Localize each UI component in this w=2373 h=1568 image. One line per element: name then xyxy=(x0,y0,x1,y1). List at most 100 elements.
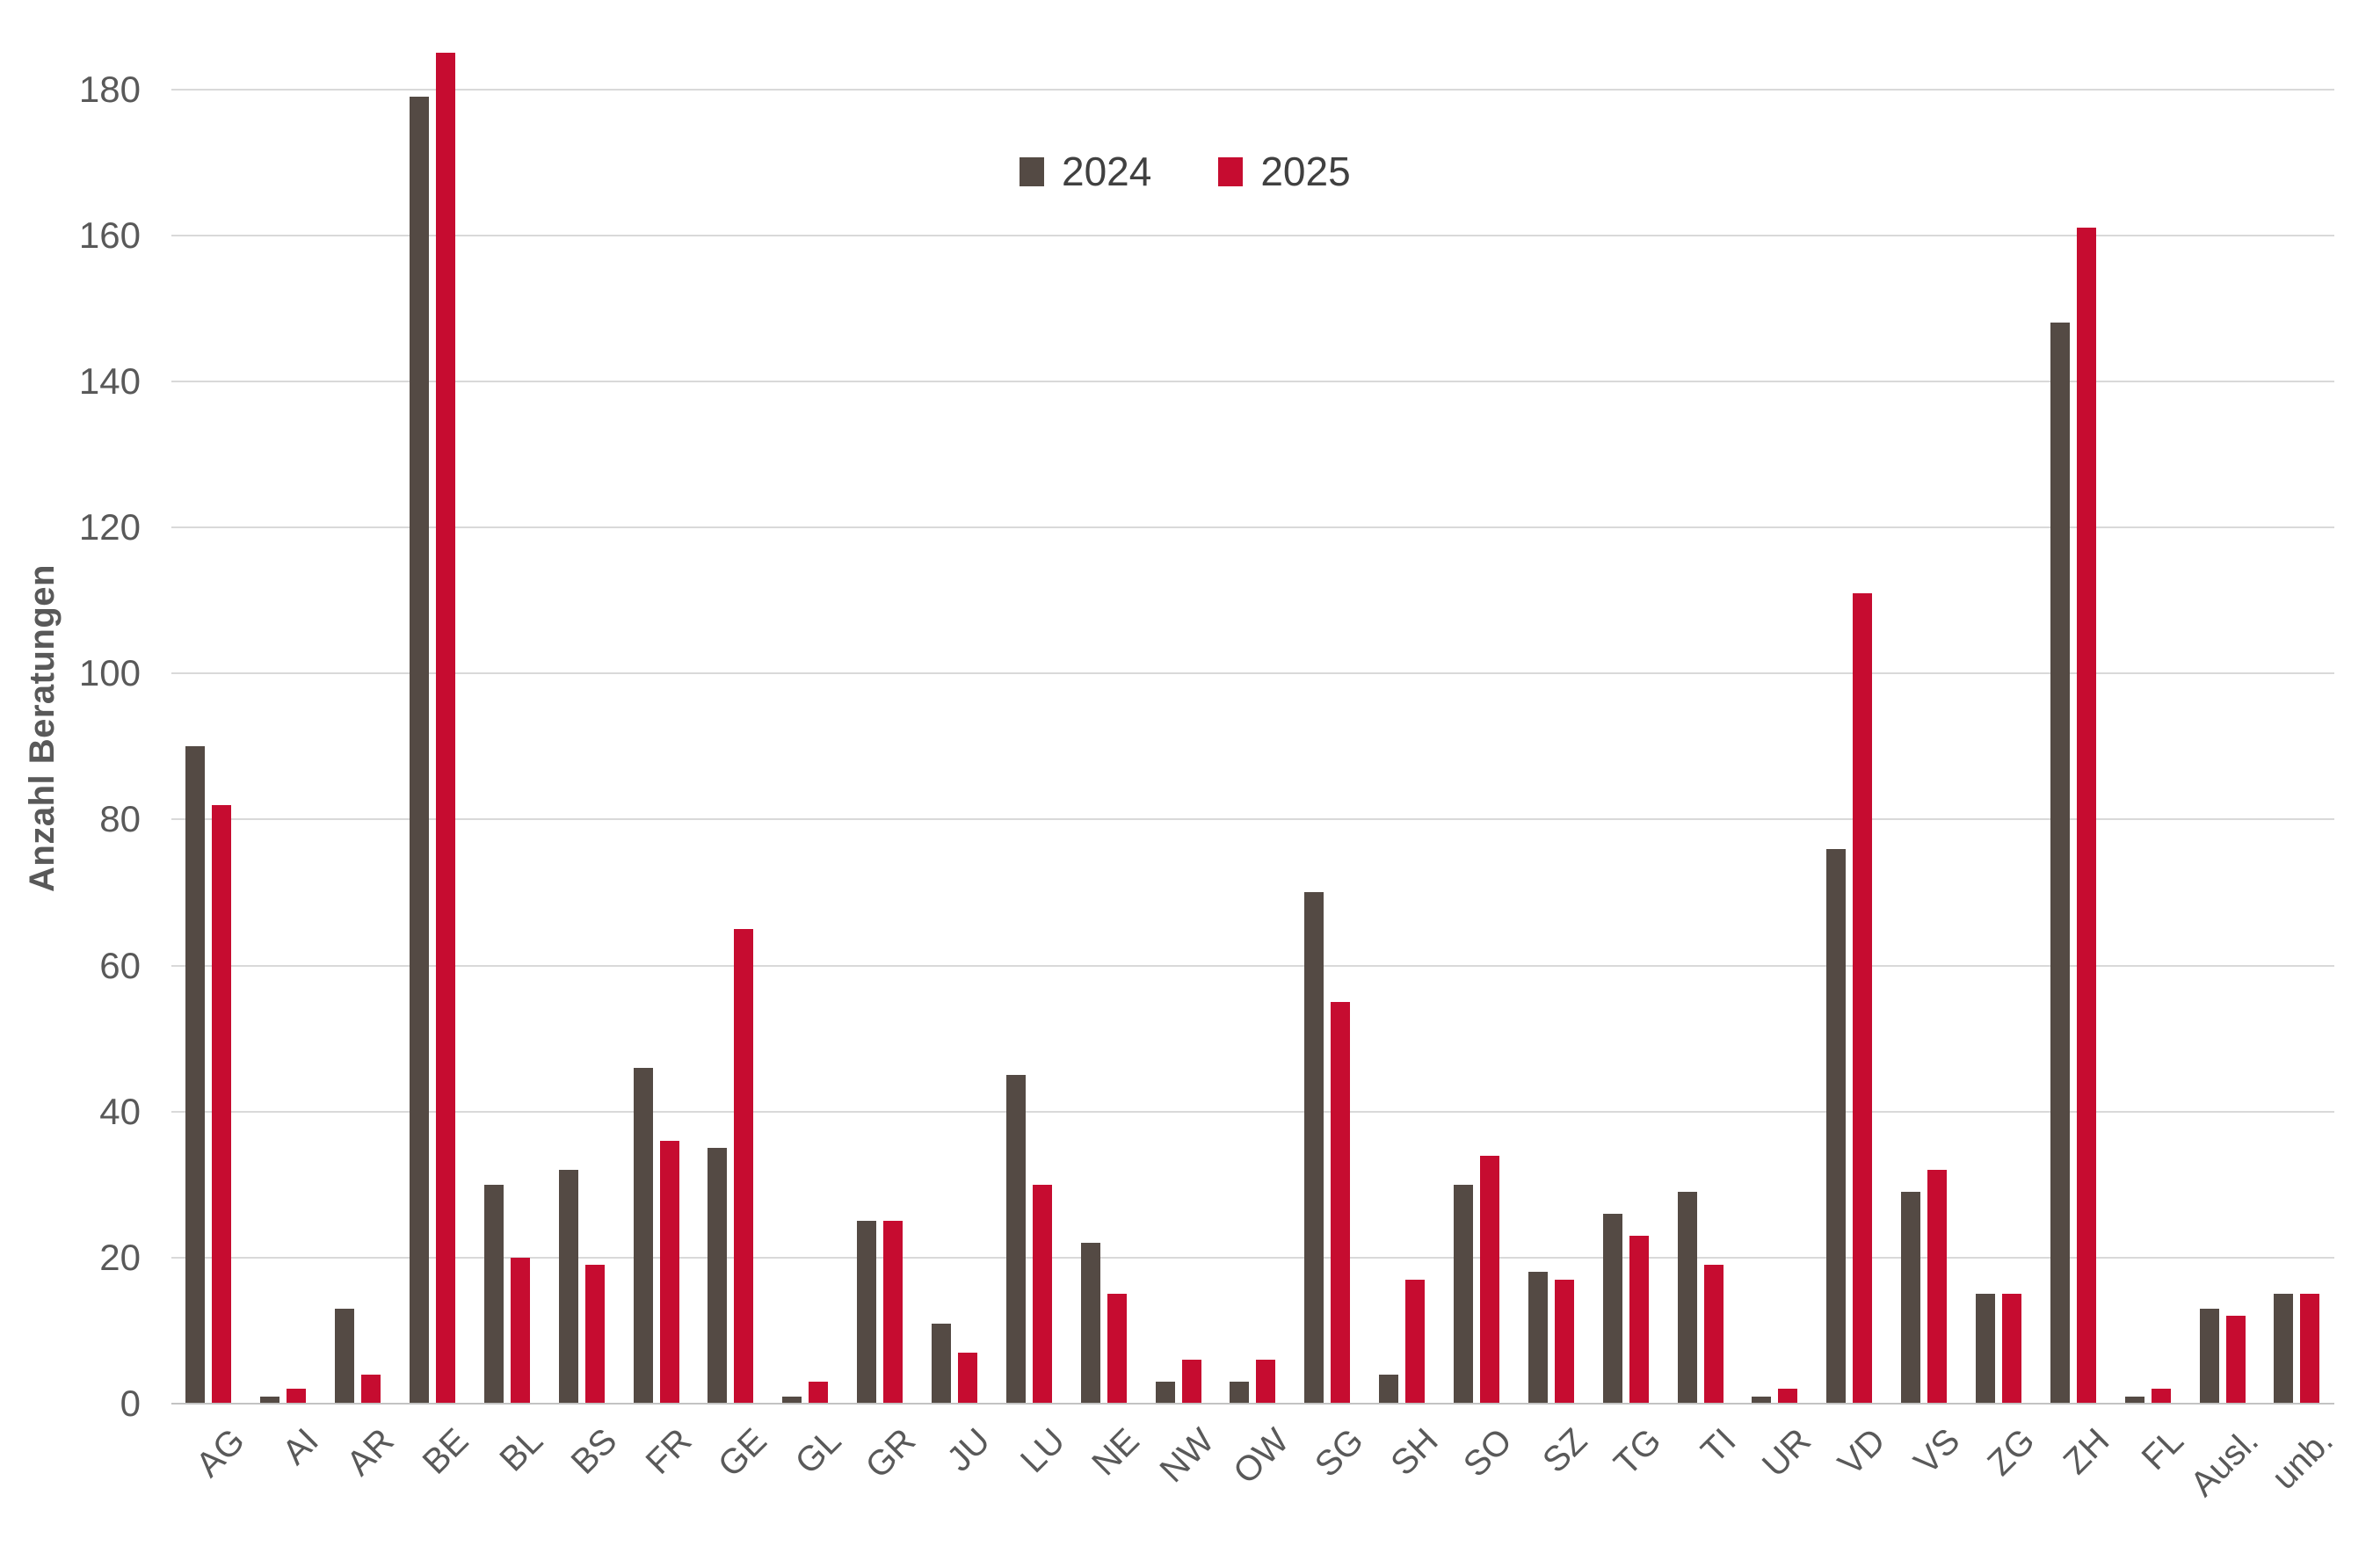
legend-swatch-2024 xyxy=(1020,156,1044,186)
x-axis-label-ZG: ZG xyxy=(1979,1421,2043,1484)
x-axis-label-AG: AG xyxy=(188,1421,252,1485)
bar-2024-TG xyxy=(1602,1214,1622,1404)
bar-2024-GR xyxy=(857,1221,877,1404)
bar-group-BE xyxy=(396,53,470,1404)
legend: 2024 2025 xyxy=(1020,148,1351,195)
bar-2025-unb. xyxy=(2300,1294,2320,1404)
x-axis-label-FL: FL xyxy=(2134,1421,2191,1478)
x-axis-label-SO: SO xyxy=(1456,1421,1520,1485)
bar-2024-TI xyxy=(1677,1192,1697,1404)
bar-group-AI xyxy=(246,53,321,1404)
gridline-120 xyxy=(171,526,2334,529)
bar-group-FR xyxy=(619,53,693,1404)
x-axis-label-BL: BL xyxy=(492,1421,550,1479)
bar-group-SO xyxy=(1440,53,1514,1404)
bar-group-JU xyxy=(918,53,992,1404)
bar-2025-Ausl. xyxy=(2225,1316,2246,1404)
y-tick-label-100: 100 xyxy=(78,652,141,694)
y-tick-label-40: 40 xyxy=(99,1090,141,1132)
bar-2024-BL xyxy=(483,1184,504,1404)
x-axis-label-FR: FR xyxy=(638,1421,700,1482)
x-axis-label-SZ: SZ xyxy=(1535,1421,1595,1481)
legend-item-2024: 2024 xyxy=(1020,148,1151,195)
x-axis-label-TI: TI xyxy=(1694,1421,1744,1471)
bar-2024-ZG xyxy=(1976,1294,1996,1404)
bar-2025-ZG xyxy=(2002,1294,2022,1404)
bar-2024-GE xyxy=(708,1148,728,1404)
x-axis-label-ZH: ZH xyxy=(2056,1421,2117,1482)
bar-2024-AI xyxy=(260,1396,280,1404)
y-tick-label-60: 60 xyxy=(99,944,141,986)
bar-2025-TI xyxy=(1703,1265,1724,1404)
bar-group-ZG xyxy=(1962,53,2036,1404)
y-tick-label-140: 140 xyxy=(78,359,141,402)
bar-2025-NE xyxy=(1107,1294,1127,1404)
bar-group-LU xyxy=(991,53,1066,1404)
bar-2024-VD xyxy=(1826,848,1847,1404)
x-axis-labels: AG AI AR BE BL BS FR GE GL GR JU LU NE NW OW SG SH SO SZ TG… xyxy=(171,1404,2340,1567)
bar-2024-VS xyxy=(1901,1192,1921,1404)
legend-label-2025: 2025 xyxy=(1260,149,1351,194)
bar-group-AR xyxy=(321,53,396,1404)
bar-2024-SG xyxy=(1304,892,1324,1404)
bar-group-unb. xyxy=(2260,53,2334,1404)
bar-2024-NW xyxy=(1155,1382,1175,1404)
bar-2024-OW xyxy=(1230,1382,1250,1404)
bar-2025-AG xyxy=(212,804,232,1404)
bar-2025-ZH xyxy=(2076,228,2096,1404)
x-axis-label-JU: JU xyxy=(940,1421,998,1479)
bar-2025-BL xyxy=(510,1257,530,1404)
gridline-0 xyxy=(171,1403,2334,1405)
bar-group-VD xyxy=(1812,53,1887,1404)
gridline-20 xyxy=(171,1256,2334,1259)
bar-groups xyxy=(171,53,2334,1404)
bar-group-UR xyxy=(1738,53,1812,1404)
bar-group-NE xyxy=(1066,53,1141,1404)
bar-2024-BS xyxy=(558,1170,578,1404)
x-axis-label-SG: SG xyxy=(1307,1421,1371,1485)
gridline-100 xyxy=(171,672,2334,675)
bar-group-BS xyxy=(544,53,619,1404)
y-tick-label-180: 180 xyxy=(78,68,141,110)
bar-group-SH xyxy=(1365,53,1440,1404)
bar-2025-OW xyxy=(1256,1360,1276,1404)
bar-2024-Ausl. xyxy=(2199,1309,2219,1404)
legend-label-2024: 2024 xyxy=(1062,149,1152,194)
bar-2024-unb. xyxy=(2274,1294,2294,1404)
plot-area xyxy=(171,53,2334,1405)
x-axis-label-unb.: unb. xyxy=(2264,1421,2340,1498)
x-axis-label-OW: OW xyxy=(1225,1421,1296,1492)
x-axis-label-Ausl.: Ausl. xyxy=(2182,1421,2266,1505)
x-axis-label-LU: LU xyxy=(1012,1421,1073,1481)
legend-item-2025: 2025 xyxy=(1218,148,1351,195)
bar-group-SG xyxy=(1290,53,1365,1404)
y-tick-label-0: 0 xyxy=(120,1383,141,1424)
y-tick-label-120: 120 xyxy=(78,506,141,548)
y-tick-label-160: 160 xyxy=(78,214,141,256)
bar-2025-TG xyxy=(1629,1235,1649,1404)
x-axis-label-BE: BE xyxy=(415,1421,476,1482)
legend-swatch-2025 xyxy=(1218,156,1244,186)
bar-group-TG xyxy=(1588,53,1663,1404)
bar-2024-LU xyxy=(1005,1075,1026,1404)
x-axis-label-TG: TG xyxy=(1607,1421,1669,1484)
x-axis-label-GE: GE xyxy=(710,1421,774,1485)
bar-2025-BS xyxy=(584,1265,605,1404)
bar-2024-BE xyxy=(410,96,429,1404)
bar-group-ZH xyxy=(2036,53,2110,1404)
bar-2024-JU xyxy=(932,1323,952,1404)
bar-2024-ZH xyxy=(2050,323,2070,1404)
bar-group-GL xyxy=(768,53,843,1404)
bar-2024-NE xyxy=(1080,1243,1100,1404)
x-axis-label-VS: VS xyxy=(1906,1421,1968,1482)
bar-2024-FR xyxy=(633,1067,653,1404)
bar-2025-GL xyxy=(809,1382,829,1404)
gridline-160 xyxy=(171,234,2334,236)
bar-2025-JU xyxy=(958,1352,978,1404)
bar-2025-SH xyxy=(1405,1279,1426,1404)
bar-2025-GE xyxy=(734,928,754,1404)
x-axis-label-NE: NE xyxy=(1085,1421,1147,1484)
bar-2025-GR xyxy=(883,1221,903,1404)
bar-2025-BE xyxy=(436,53,455,1404)
